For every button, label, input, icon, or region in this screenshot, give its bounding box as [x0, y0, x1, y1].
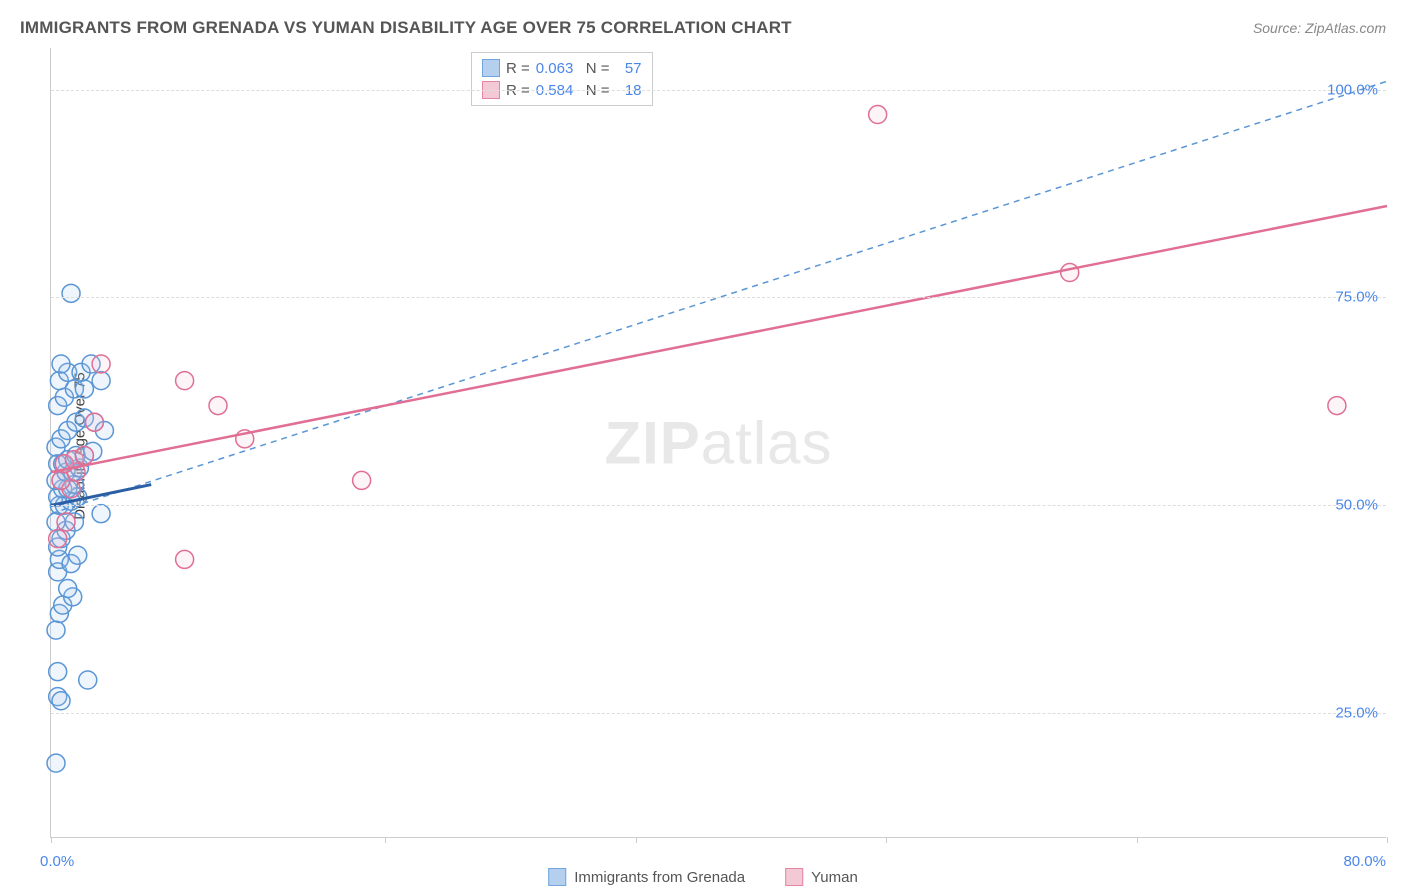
plot-area: ZIPatlas R =0.063N =57R =0.584N =18 25.0…	[50, 48, 1386, 838]
data-point	[79, 671, 97, 689]
y-tick-label: 50.0%	[1335, 497, 1378, 514]
data-point	[62, 284, 80, 302]
data-point	[49, 530, 67, 548]
data-point	[176, 550, 194, 568]
data-point	[52, 355, 70, 373]
x-axis-start-label: 0.0%	[40, 853, 74, 870]
x-tick	[636, 837, 637, 843]
gridline	[51, 713, 1386, 714]
data-point	[47, 754, 65, 772]
data-point	[75, 380, 93, 398]
data-point	[47, 621, 65, 639]
data-point	[353, 471, 371, 489]
gridline	[51, 297, 1386, 298]
legend-series: Immigrants from Grenada Yuman	[548, 868, 858, 886]
legend-correlation: R =0.063N =57R =0.584N =18	[471, 52, 653, 106]
legend-row: R =0.063N =57	[482, 57, 642, 79]
data-point	[869, 106, 887, 124]
legend-label: Yuman	[811, 869, 858, 886]
data-point	[209, 397, 227, 415]
data-point	[1328, 397, 1346, 415]
legend-label: Immigrants from Grenada	[574, 869, 745, 886]
legend-swatch	[482, 59, 500, 77]
y-tick-label: 100.0%	[1327, 81, 1378, 98]
data-point	[176, 372, 194, 390]
data-point	[52, 692, 70, 710]
gridline	[51, 90, 1386, 91]
legend-item: Yuman	[785, 868, 858, 886]
x-axis-end-label: 80.0%	[1343, 853, 1386, 870]
chart-svg	[51, 48, 1386, 837]
data-point	[85, 413, 103, 431]
legend-swatch	[785, 868, 803, 886]
y-tick-label: 75.0%	[1335, 289, 1378, 306]
legend-swatch	[548, 868, 566, 886]
chart-title: IMMIGRANTS FROM GRENADA VS YUMAN DISABIL…	[20, 18, 792, 38]
trend-line	[51, 206, 1387, 472]
data-point	[92, 372, 110, 390]
source-label: Source: ZipAtlas.com	[1253, 20, 1386, 36]
data-point	[59, 580, 77, 598]
x-tick	[1387, 837, 1388, 843]
y-tick-label: 25.0%	[1335, 705, 1378, 722]
data-point	[92, 355, 110, 373]
x-tick	[886, 837, 887, 843]
data-point	[69, 546, 87, 564]
data-point	[1061, 264, 1079, 282]
x-tick	[1137, 837, 1138, 843]
x-tick	[51, 837, 52, 843]
gridline	[51, 505, 1386, 506]
legend-item: Immigrants from Grenada	[548, 868, 745, 886]
title-bar: IMMIGRANTS FROM GRENADA VS YUMAN DISABIL…	[20, 18, 1386, 38]
data-point	[49, 663, 67, 681]
data-point	[92, 505, 110, 523]
x-tick	[385, 837, 386, 843]
data-point	[75, 446, 93, 464]
data-point	[57, 513, 75, 531]
